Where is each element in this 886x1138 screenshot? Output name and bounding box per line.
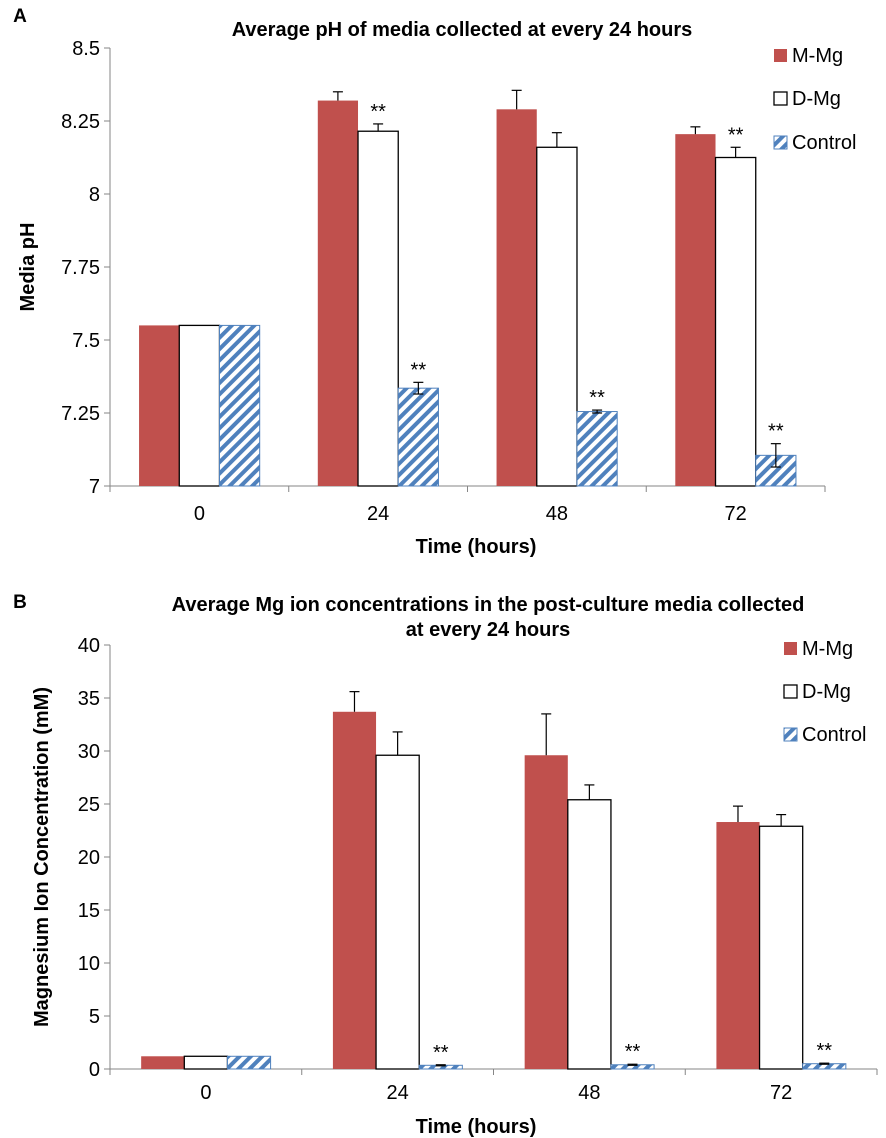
legend-label-control: Control [802, 724, 866, 746]
legend-swatch-d-mg [773, 91, 788, 106]
bar-m-mg [317, 100, 359, 486]
significance-marker: ** [411, 359, 427, 381]
legend-label-d-mg: D-Mg [792, 88, 841, 110]
legend-label-control: Control [792, 132, 856, 154]
x-axis-title: Time (hours) [416, 536, 537, 558]
x-tick-label: 0 [194, 503, 205, 525]
y-tick-label: 8.5 [72, 38, 100, 60]
significance-marker: ** [433, 1042, 449, 1064]
y-tick-label: 7.75 [61, 257, 100, 279]
y-tick-label: 5 [89, 1006, 100, 1028]
bar-control [576, 411, 618, 487]
chart-panel-a: A Average pH of media collected at every … [13, 6, 856, 558]
chart-title: at every 24 hours [406, 619, 571, 641]
y-tick-label: 0 [89, 1059, 100, 1081]
bar-m-mg [524, 755, 568, 1069]
chart-title: Average pH of media collected at every 2… [232, 19, 693, 41]
bar-m-mg [496, 109, 537, 486]
x-tick-label: 72 [725, 503, 747, 525]
panel-letter: A [13, 6, 27, 27]
bar-d-mg [375, 754, 420, 1070]
y-tick-label: 20 [78, 847, 100, 869]
bar-d-mg [567, 799, 612, 1070]
panel-letter: B [13, 592, 27, 613]
significance-marker: ** [816, 1040, 832, 1062]
bar-m-mg [716, 822, 760, 1069]
significance-marker: ** [589, 387, 605, 409]
y-tick-label: 40 [78, 635, 100, 657]
bar-d-mg [536, 146, 578, 487]
y-tick-label: 35 [78, 688, 100, 710]
bar-control [218, 324, 261, 487]
x-axis-title: Time (hours) [416, 1116, 537, 1138]
bar-d-mg [357, 130, 399, 487]
legend-label-d-mg: D-Mg [802, 681, 851, 703]
significance-marker: ** [625, 1041, 641, 1063]
x-tick-label: 0 [200, 1082, 211, 1104]
significance-marker: ** [370, 101, 386, 123]
chart-title: Average Mg ion concentrations in the pos… [172, 594, 805, 616]
y-tick-label: 10 [78, 953, 100, 975]
x-tick-label: 48 [578, 1082, 600, 1104]
y-tick-label: 8 [89, 184, 100, 206]
legend-swatch-control [773, 135, 788, 150]
legend-label-m-mg: M-Mg [802, 638, 853, 660]
bar-d-mg [183, 1055, 229, 1070]
bar-m-mg [675, 134, 716, 486]
y-axis-title: Media pH [17, 223, 39, 312]
y-tick-label: 7 [89, 476, 100, 498]
significance-marker: ** [768, 421, 784, 443]
bar-m-mg [332, 711, 377, 1069]
legend-swatch-m-mg [784, 642, 797, 655]
y-tick-label: 8.25 [61, 111, 100, 133]
legend-swatch-control [783, 727, 798, 742]
significance-marker: ** [728, 124, 744, 146]
legend-label-m-mg: M-Mg [792, 45, 843, 67]
bar-d-mg [714, 156, 757, 487]
bar-d-mg [758, 825, 804, 1070]
bar-control [226, 1055, 272, 1070]
x-tick-label: 72 [770, 1082, 792, 1104]
bar-m-mg [141, 1056, 185, 1069]
y-tick-label: 7.25 [61, 403, 100, 425]
bar-d-mg [178, 324, 221, 487]
legend-swatch-d-mg [783, 684, 798, 699]
y-tick-label: 15 [78, 900, 100, 922]
y-axis-title: Magnesium Ion Concentration (mM) [31, 687, 53, 1027]
chart-panel-b: B Average Mg ion concentrations in the po… [13, 592, 878, 1138]
x-tick-label: 24 [387, 1082, 409, 1104]
x-tick-label: 48 [546, 503, 568, 525]
bar-control [397, 387, 439, 487]
legend-swatch-m-mg [774, 49, 787, 62]
y-tick-label: 25 [78, 794, 100, 816]
y-tick-label: 7.5 [72, 330, 100, 352]
x-tick-label: 24 [367, 503, 389, 525]
y-tick-label: 30 [78, 741, 100, 763]
bar-m-mg [139, 325, 180, 486]
